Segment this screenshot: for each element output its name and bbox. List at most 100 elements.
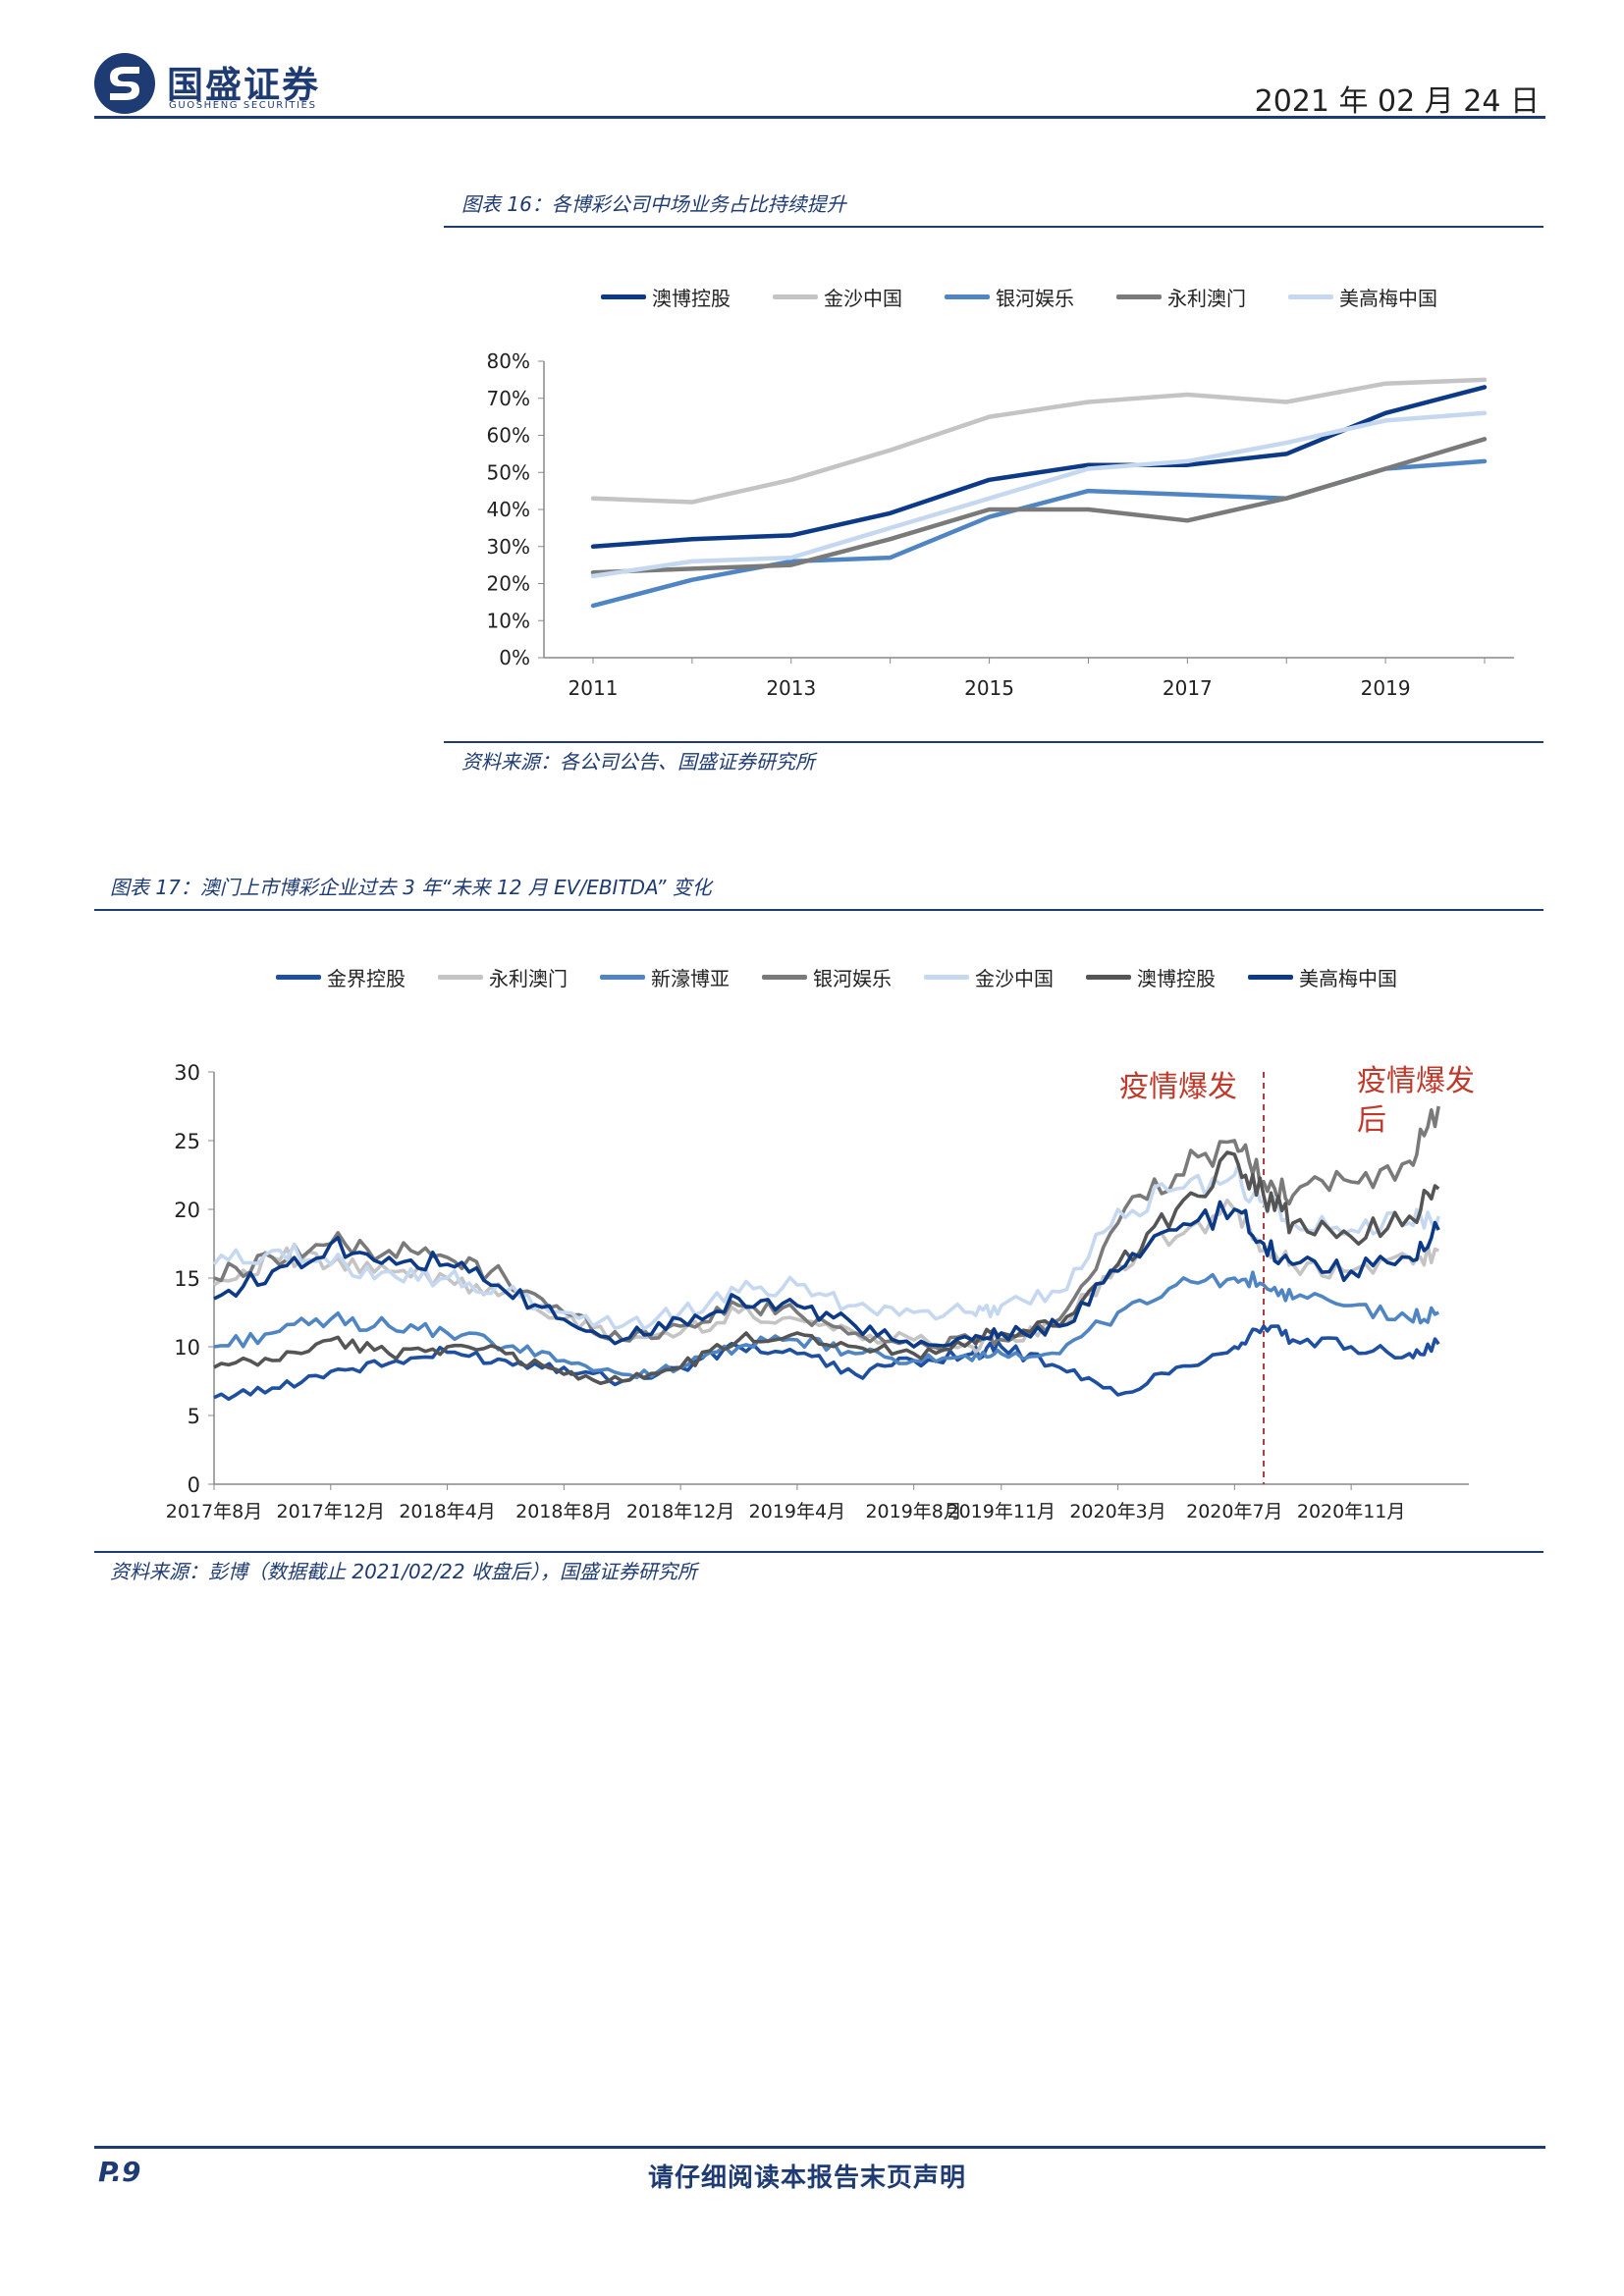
legend-swatch [601,294,646,299]
x-tick-label: 2019 [1361,676,1411,700]
x-tick-label: 2019年4月 [749,1501,845,1522]
y-tick-label: 10 [174,1336,200,1360]
x-tick-label: 2017年12月 [277,1501,386,1522]
x-tick-label: 2017年8月 [166,1501,262,1522]
legend-label: 美高梅中国 [1339,287,1437,310]
series-line [213,1200,1440,1349]
y-tick-label: 5 [188,1405,200,1428]
legend-swatch [276,975,321,980]
y-tick-label: 60% [487,424,530,448]
annotation-after-outbreak: 疫情爆发 后 [1357,1062,1475,1141]
y-tick-label: 40% [487,498,530,521]
series-line [590,410,1488,579]
x-tick-label: 2020年11月 [1297,1501,1406,1522]
footer-disclaimer: 请仔细阅读本报告末页声明 [648,2163,967,2193]
series-line [213,1324,1440,1402]
y-tick-label: 10% [487,609,530,632]
legend-swatch [773,294,818,299]
footer-rule [94,2146,1545,2149]
legend-item: 新濠博亚 [600,963,730,991]
x-tick-label: 2019年8月 [865,1501,961,1522]
legend-swatch [924,975,969,980]
y-tick-label: 20 [174,1199,200,1222]
figure17-chart: 0 5 10 15 20 25 30 2017年8月 2017年12月 2018年4月 2018年8… [166,1061,1469,1522]
y-tick-label: 30% [487,535,530,559]
legend-swatch [600,975,645,980]
series-line [590,437,1488,575]
figure16-top-rule [444,226,1543,228]
legend-label: 银河娱乐 [813,967,892,990]
legend-item: 金沙中国 [924,963,1054,991]
legend-item: 金界控股 [276,963,406,991]
legend-swatch [438,975,483,980]
figure17-top-rule [94,909,1543,911]
legend-item: 银河娱乐 [945,283,1074,311]
brand-name-en: GUOSHENG SECURITIES [169,100,317,111]
series-line [213,1270,1440,1380]
company-logo [94,53,155,114]
x-tick-label: 2013 [766,676,816,700]
x-tick-label: 2011 [568,676,619,700]
figure16-legend: 澳博控股 金沙中国 银河娱乐 永利澳门 美高梅中国 [444,275,1543,314]
legend-label: 澳博控股 [652,287,731,310]
x-tick-label: 2015 [964,676,1014,700]
x-tick-label: 2018年4月 [399,1501,495,1522]
x-tick-label: 2017 [1163,676,1213,700]
legend-swatch [1086,975,1131,980]
header-rule [94,116,1545,119]
legend-item: 美高梅中国 [1288,283,1437,311]
y-tick-label: 15 [174,1267,200,1291]
figure17-bottom-rule [94,1551,1543,1553]
y-tick-label: 0% [499,646,530,669]
x-tick-label: 2018年8月 [515,1501,612,1522]
report-date: 2021 年 02 月 24 日 [1254,84,1540,119]
legend-item: 银河娱乐 [762,963,892,991]
x-tick-label: 2020年3月 [1069,1501,1165,1522]
figure16-chart: 0% 10% 20% 30% 40% 50% 60% 70% 80% 2011 2013 2015 20… [487,349,1514,700]
page-number: P.9 [98,2156,141,2188]
y-tick-label: 0 [188,1473,200,1497]
legend-item: 澳博控股 [601,283,731,311]
legend-label: 澳博控股 [1137,967,1216,990]
legend-label: 金界控股 [327,967,406,990]
legend-item: 永利澳门 [1116,283,1246,311]
legend-label: 新濠博亚 [651,967,730,990]
annotation-outbreak: 疫情爆发 [1119,1070,1237,1104]
legend-item: 永利澳门 [438,963,568,991]
legend-swatch [1248,975,1293,980]
series-line [213,1105,1440,1353]
figure17-source: 资料来源：彭博（数据截止 2021/02/22 收盘后），国盛证券研究所 [110,1560,697,1583]
series-line [213,1150,1440,1385]
legend-label: 永利澳门 [1167,287,1246,310]
legend-swatch [945,294,990,299]
figure16-bottom-rule [444,741,1543,743]
x-tick-label: 2018年12月 [626,1501,735,1522]
series-line [590,377,1488,505]
x-tick-label: 2019年11月 [947,1501,1056,1522]
legend-label: 永利澳门 [489,967,568,990]
annotation-after-line2: 后 [1357,1103,1386,1138]
y-tick-label: 25 [174,1130,200,1153]
y-tick-label: 70% [487,387,530,410]
legend-item: 美高梅中国 [1248,963,1397,991]
y-tick-label: 50% [487,460,530,484]
legend-label: 美高梅中国 [1299,967,1397,990]
figure16-caption: 图表 16：各博彩公司中场业务占比持续提升 [461,192,846,216]
figure17-legend: 金界控股 永利澳门 新濠博亚 银河娱乐 金沙中国 澳博控股 美高梅中国 [94,957,1543,996]
y-tick-label: 30 [174,1061,200,1085]
annotation-after-line1: 疫情爆发 [1357,1064,1475,1098]
legend-swatch [1116,294,1162,299]
figure17-caption: 图表 17：澳门上市博彩企业过去 3 年“未来 12 月 EV/EBITDA” … [110,876,712,899]
figure16-source: 资料来源：各公司公告、国盛证券研究所 [461,750,815,774]
legend-swatch [762,975,807,980]
legend-label: 银河娱乐 [996,287,1074,310]
y-tick-label: 20% [487,572,530,596]
legend-swatch [1288,294,1333,299]
x-tick-label: 2020年7月 [1186,1501,1282,1522]
y-tick-label: 80% [487,349,530,373]
legend-label: 金沙中国 [975,967,1054,990]
legend-item: 金沙中国 [773,283,902,311]
legend-label: 金沙中国 [824,287,902,310]
legend-item: 澳博控股 [1086,963,1216,991]
brand-name: 国盛证券 [167,64,320,106]
